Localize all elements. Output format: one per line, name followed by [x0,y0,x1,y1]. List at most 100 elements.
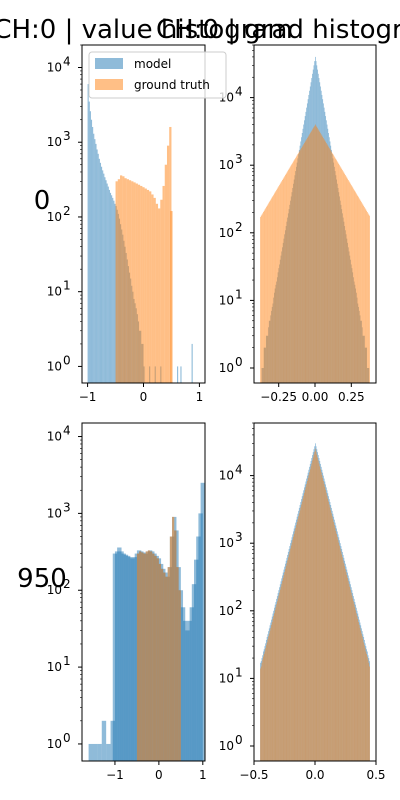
bar-ground-truth [269,200,271,383]
bar-ground-truth [283,574,285,761]
bar-ground-truth [312,457,314,761]
bar-ground-truth [293,161,294,383]
bar-ground-truth [350,184,352,383]
bar-ground-truth [136,553,140,761]
y-tick-exponent: 3 [235,530,243,544]
bar-ground-truth [276,604,277,761]
bar-model [117,547,122,761]
bar-ground-truth [367,213,369,383]
bar-model [101,166,103,383]
bar-ground-truth [279,589,281,761]
bar-ground-truth [323,481,324,761]
bar-ground-truth [334,527,336,761]
bar-ground-truth [359,627,361,761]
y-tick-exponent: 2 [235,598,243,612]
bar-model [185,630,190,761]
bar-ground-truth [358,198,360,383]
bar-ground-truth [146,189,150,383]
bar-ground-truth [286,563,288,761]
bar-ground-truth [283,177,285,383]
bar-ground-truth [311,130,313,383]
bar-ground-truth [167,567,170,761]
legend: model ground truth [88,51,227,99]
bar-model [119,551,124,761]
bar-ground-truth [336,160,337,383]
bar-ground-truth [322,136,324,383]
bar-ground-truth [339,545,340,761]
bar-ground-truth [316,454,318,761]
bar-ground-truth [317,457,318,761]
bar-ground-truth [143,553,146,761]
bar-ground-truth [320,472,322,761]
bar-ground-truth [314,125,316,384]
bar-ground-truth [282,178,284,383]
bar-ground-truth [312,128,314,383]
bar-ground-truth [335,159,337,383]
bar-ground-truth [315,448,316,761]
bar-ground-truth [355,613,357,761]
bar-ground-truth [150,551,153,761]
y-tick-label: 10 [47,660,62,674]
bar-ground-truth [358,624,360,761]
bar-ground-truth [348,181,350,383]
bar-model [114,203,116,383]
bar-ground-truth [262,659,264,761]
bar-ground-truth [315,125,317,384]
y-tick-exponent: 4 [63,54,71,68]
bar-ground-truth [331,516,333,761]
bar-ground-truth [311,463,313,761]
bar-model [101,720,107,761]
bar-ground-truth [300,507,302,761]
y-tick-label: 10 [47,135,62,149]
bar-ground-truth [282,180,283,383]
bar-ground-truth [164,164,167,383]
bar-ground-truth [355,193,357,383]
bar-ground-truth [272,196,274,383]
bar-ground-truth [279,592,280,761]
bar-ground-truth [260,668,261,761]
bar-ground-truth [297,519,299,761]
bar-ground-truth [174,530,177,761]
bar-ground-truth [288,554,290,761]
bar-ground-truth [304,489,306,761]
bar-ground-truth [268,203,269,383]
bar-ground-truth [294,159,296,383]
bar-ground-truth [328,501,329,761]
bar-model [110,720,115,761]
bar-ground-truth [363,205,365,383]
bar-ground-truth [357,196,359,383]
y-tick-exponent: 0 [235,733,243,747]
y-tick-exponent: 3 [63,129,71,143]
bar-ground-truth [353,188,354,383]
y-tick-exponent: 1 [63,654,71,668]
bar-model [97,743,102,761]
bar-ground-truth [320,133,321,383]
bar-ground-truth [263,210,265,383]
bar-ground-truth [336,533,337,761]
bar-ground-truth [329,149,331,383]
bar-ground-truth [352,598,354,761]
bar-ground-truth [325,141,327,383]
bar-ground-truth [287,171,288,383]
bar-ground-truth [120,175,123,383]
bar-ground-truth [326,144,328,383]
bar-ground-truth [312,460,313,761]
bar-ground-truth [351,595,353,761]
bar-ground-truth [172,516,175,761]
bar-ground-truth [301,501,303,761]
bar-ground-truth [334,157,336,383]
bar-ground-truth [278,186,280,383]
bar-ground-truth [324,486,326,761]
bar-ground-truth [266,642,268,761]
bar-ground-truth [275,191,277,383]
bar-model [95,143,97,383]
bar-ground-truth [336,161,338,383]
bar-ground-truth [301,146,303,383]
bar-ground-truth [298,516,299,761]
y-tick-label: 10 [47,737,62,751]
bar-ground-truth [347,180,349,383]
bar-model [106,743,111,761]
bar-ground-truth [284,176,286,383]
bar-ground-truth [349,182,351,383]
